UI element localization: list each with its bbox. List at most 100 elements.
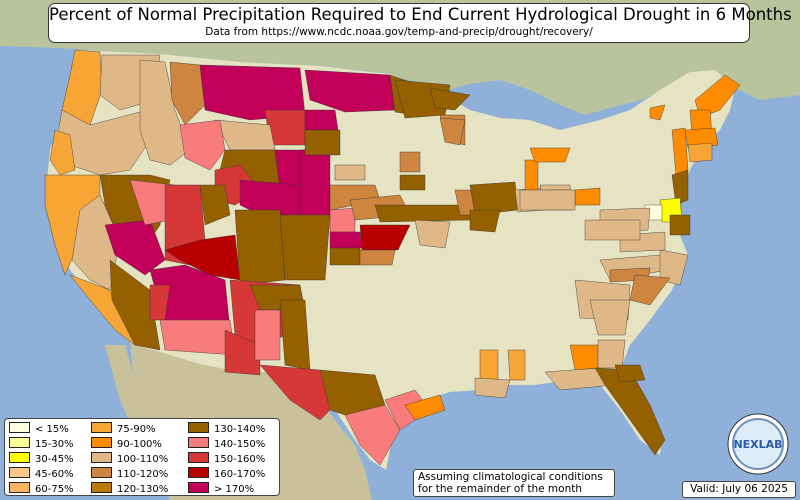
legend-label: 100-110% (117, 454, 169, 465)
legend-item: 60-75% (9, 482, 74, 496)
legend-item: 30-45% (9, 452, 74, 466)
legend-label: 60-75% (35, 484, 74, 495)
region-nm-pink (254, 309, 281, 361)
legend-label: 130-140% (214, 424, 266, 435)
nexlab-logo-text: NEXLAB (733, 438, 782, 451)
map-subtitle: Data from https://www.ncdc.noaa.gov/temp… (205, 26, 593, 38)
legend-label: 45-60% (35, 469, 74, 480)
region-id (139, 59, 191, 166)
legend-swatch (188, 437, 209, 448)
region-nm-sw (224, 329, 261, 376)
region-co (239, 179, 306, 216)
legend-item: 100-110% (91, 452, 168, 466)
legend-item: 130-140% (188, 422, 265, 436)
region-tx-west (259, 364, 336, 421)
region-tn (584, 219, 641, 241)
region-fl-north (614, 364, 646, 383)
region-in2 (469, 209, 501, 233)
legend-item: 90-100% (91, 437, 162, 451)
region-ut-east (199, 184, 231, 226)
region-or-coast (49, 129, 76, 176)
map-title: Percent of Normal Precipitation Required… (49, 5, 792, 24)
legend-swatch (188, 467, 209, 478)
region-sd-south (334, 164, 366, 181)
region-mi (524, 159, 539, 191)
legend: < 15% 15-30% 30-45% 45-60% 60-75% 75-90% 90-10… (4, 418, 280, 496)
region-ok (329, 247, 361, 266)
legend-swatch (9, 422, 30, 433)
region-id-south (179, 119, 226, 171)
region-ia2 (399, 174, 426, 191)
legend-swatch (91, 467, 112, 478)
region-ga2 (589, 299, 631, 336)
region-ne-strip2 (374, 204, 471, 223)
region-tx-south (344, 404, 401, 466)
legend-swatch (188, 452, 209, 463)
region-mo (414, 219, 451, 249)
region-az-south (159, 319, 236, 356)
legend-swatch (9, 437, 30, 448)
assumption-note: Assuming climatological conditions for t… (413, 469, 615, 497)
legend-item: 120-130% (91, 482, 168, 496)
region-co-east (299, 149, 331, 216)
region-ks-east (359, 224, 411, 251)
region-al2 (597, 339, 626, 369)
legend-item: 150-160% (188, 452, 265, 466)
legend-label: < 15% (35, 424, 69, 435)
region-ms2 (507, 349, 526, 381)
region-va-east (669, 214, 691, 236)
region-mi3 (439, 117, 466, 146)
legend-swatch (9, 467, 30, 478)
region-sc (629, 274, 671, 306)
region-nv-south (104, 219, 166, 276)
legend-label: 160-170% (214, 469, 266, 480)
region-ne-pink (329, 207, 356, 233)
legend-item: 15-30% (9, 437, 74, 451)
legend-label: 120-130% (117, 484, 169, 495)
region-mn-ne (429, 87, 471, 111)
legend-item: 160-170% (188, 467, 265, 481)
legend-swatch (188, 482, 209, 493)
region-pa (574, 187, 601, 206)
legend-label: 140-150% (214, 439, 266, 450)
legend-swatch (9, 482, 30, 493)
legend-swatch (9, 452, 30, 463)
region-mi2 (529, 147, 571, 163)
region-ms (479, 349, 499, 381)
region-ca-south (69, 274, 136, 346)
region-ia (399, 151, 421, 173)
legend-item: 140-150% (188, 437, 265, 451)
region-vt (649, 104, 666, 121)
region-nc-east (659, 249, 689, 286)
legend-swatch (91, 452, 112, 463)
region-ky (519, 189, 576, 211)
region-al (569, 344, 599, 371)
legend-swatch (188, 422, 209, 433)
legend-swatch (91, 482, 112, 493)
region-tx-coast (404, 394, 446, 421)
legend-item: 110-120% (91, 467, 168, 481)
legend-label: 150-160% (214, 454, 266, 465)
region-nm-brown (279, 299, 311, 371)
region-nm-east (279, 214, 331, 281)
region-ks (329, 231, 363, 249)
legend-item: > 170% (188, 482, 254, 496)
region-mt-west (169, 61, 206, 126)
title-box: Percent of Normal Precipitation Required… (48, 3, 792, 43)
legend-swatch (91, 422, 112, 433)
legend-label: 30-45% (35, 454, 74, 465)
region-nd (304, 69, 396, 113)
legend-label: 75-90% (117, 424, 156, 435)
legend-item: < 15% (9, 422, 69, 436)
region-sd (304, 109, 339, 131)
legend-swatch (91, 437, 112, 448)
legend-label: 15-30% (35, 439, 74, 450)
region-ct (687, 142, 713, 163)
region-sd-east (304, 129, 341, 156)
region-la (474, 377, 511, 399)
legend-item: 45-60% (9, 467, 74, 481)
region-se-ca (109, 259, 161, 351)
region-nj (671, 169, 689, 206)
valid-date: Valid: July 06 2025 (682, 481, 796, 498)
